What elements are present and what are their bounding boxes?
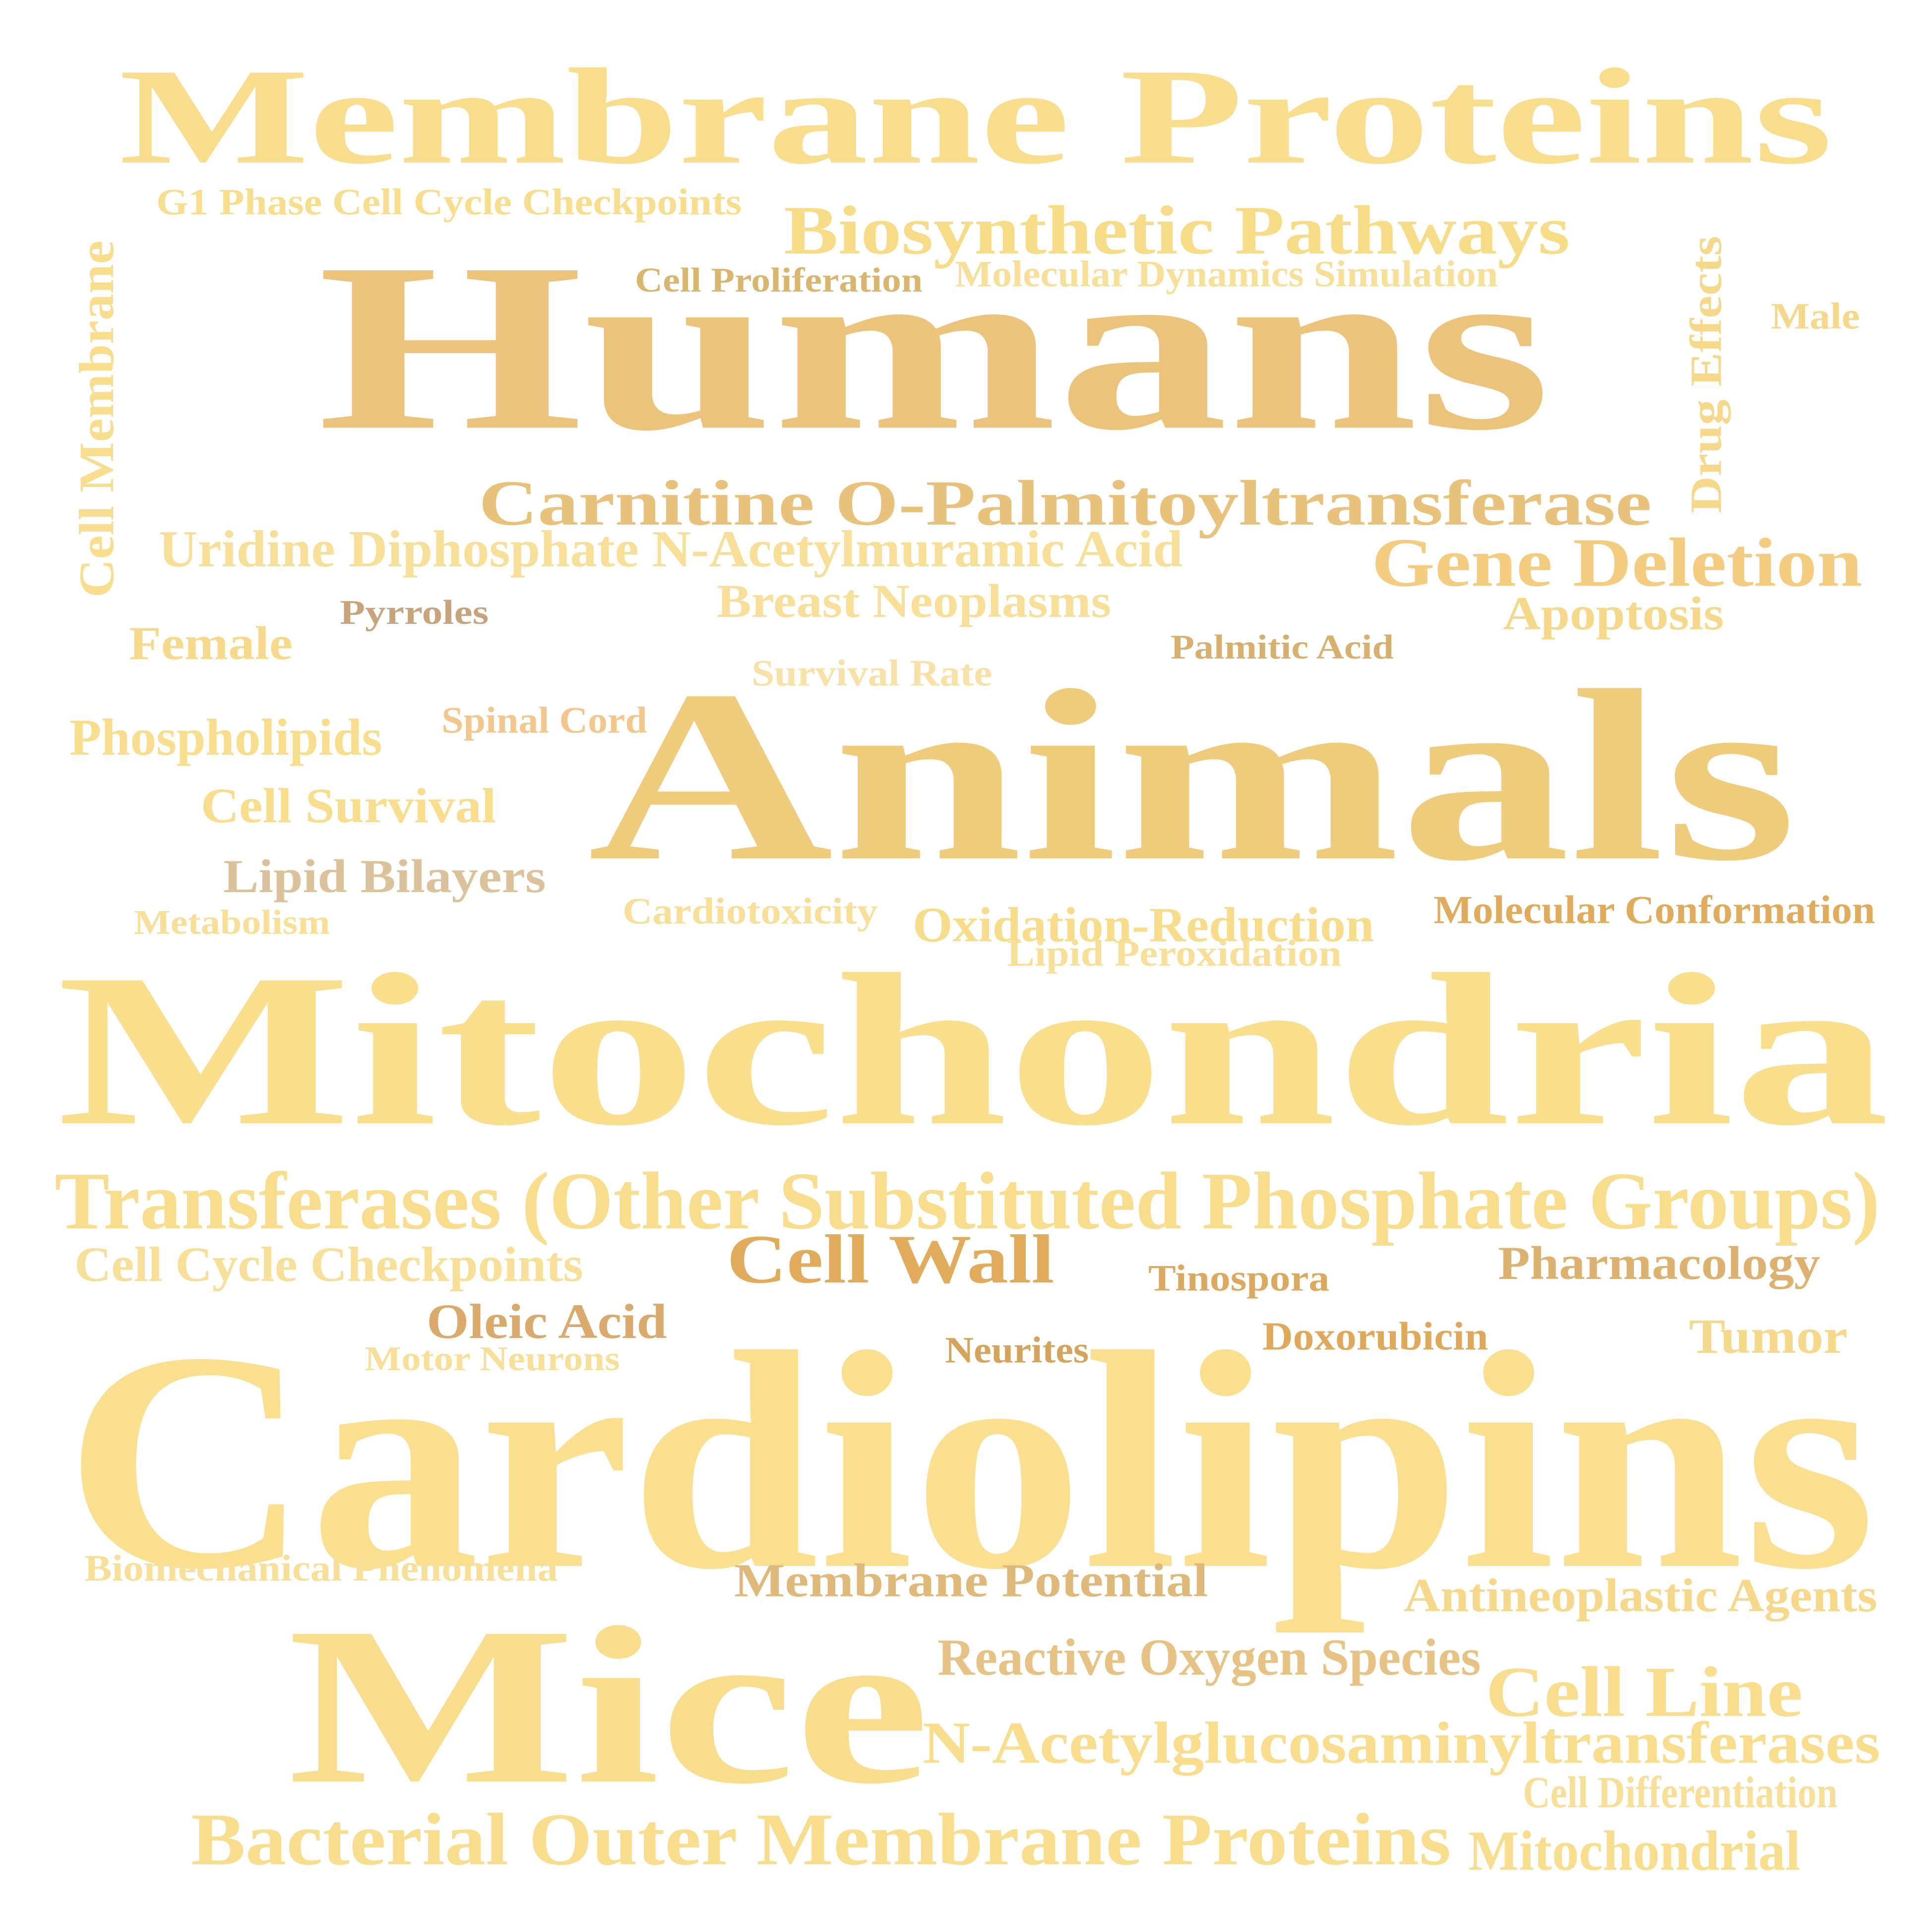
word-female: Female xyxy=(129,617,293,669)
word-pyrroles: Pyrroles xyxy=(340,593,489,632)
word-pharmacology: Pharmacology xyxy=(1498,1237,1820,1289)
word-survival-rate: Survival Rate xyxy=(751,652,993,694)
word-palmitic-acid: Palmitic Acid xyxy=(1171,627,1394,666)
word-oleic-acid: Oleic Acid xyxy=(427,1294,667,1349)
word-gene-deletion: Gene Deletion xyxy=(1371,524,1863,601)
word-membrane-proteins: Membrane Proteins xyxy=(119,40,1832,193)
word-mitochondria: Mitochondria xyxy=(57,929,1890,1171)
word-biomechanical-phenomena: Biomechanical Phenomena xyxy=(84,1547,558,1589)
word-cell-membrane: Cell Membrane xyxy=(69,240,124,598)
word-bacterial-outer-membrane-proteins: Bacterial Outer Membrane Proteins xyxy=(191,1798,1451,1881)
word-apoptosis: Apoptosis xyxy=(1503,587,1724,640)
word-biosynthetic-pathways: Biosynthetic Pathways xyxy=(784,191,1570,269)
word-antineoplastic-agents: Antineoplastic Agents xyxy=(1404,1569,1877,1622)
word-cell-line: Cell Line xyxy=(1486,1652,1803,1732)
word-drug-effects: Drug Effects xyxy=(1681,236,1731,513)
word-cell-proliferation: Cell Proliferation xyxy=(635,260,923,300)
word-cell-survival: Cell Survival xyxy=(201,778,497,833)
word-cardiolipins: Cardiolipins xyxy=(64,1288,1876,1635)
word-motor-neurons: Motor Neurons xyxy=(365,1339,620,1378)
word-membrane-potential: Membrane Potential xyxy=(734,1554,1208,1607)
word-transferases: Transferases (Other Substituted Phosphat… xyxy=(55,1155,1880,1247)
word-neurites: Neurites xyxy=(945,1329,1089,1371)
word-oxidation-reduction: Oxidation-Reduction xyxy=(913,897,1374,952)
word-cell-differentiation: Cell Differentiation xyxy=(1523,1767,1838,1817)
word-lipid-peroxidation: Lipid Peroxidation xyxy=(1007,932,1342,974)
word-n-acetylglucosaminyltransferases: N-Acetylglucosaminyltransferases xyxy=(923,1709,1880,1776)
word-mitochondrial: Mitochondrial xyxy=(1468,1819,1801,1882)
word-cell-cycle-checkpoints: Cell Cycle Checkpoints xyxy=(74,1237,583,1292)
word-reactive-oxygen-species: Reactive Oxygen Species xyxy=(937,1628,1481,1687)
word-humans: Humans xyxy=(317,213,1551,481)
word-phospholipids: Phospholipids xyxy=(69,708,382,767)
word-molecular-conformation: Molecular Conformation xyxy=(1433,888,1875,932)
word-lipid-bilayers: Lipid Bilayers xyxy=(223,850,546,903)
word-doxorubicin: Doxorubicin xyxy=(1262,1314,1489,1358)
word-male: Male xyxy=(1771,295,1860,337)
word-spinal-cord: Spinal Cord xyxy=(441,699,647,741)
word-uridine-diphosphate-n-acetylmuramic-acid: Uridine Diphosphate N-Acetylmuramic Acid xyxy=(159,520,1183,578)
word-tumor: Tumor xyxy=(1689,1309,1848,1364)
word-g1-phase-cell-cycle-checkpoints: G1 Phase Cell Cycle Checkpoints xyxy=(156,181,742,223)
word-animals: Animals xyxy=(588,640,1797,912)
word-molecular-dynamics-simulation: Molecular Dynamics Simulation xyxy=(955,253,1498,295)
word-metabolism: Metabolism xyxy=(134,903,330,942)
word-carnitine-o-palmitoyltransferase: Carnitine O-Palmitoyltransferase xyxy=(479,467,1652,539)
word-cell-wall: Cell Wall xyxy=(727,1220,1055,1298)
word-tinospora: Tinospora xyxy=(1148,1257,1330,1299)
word-mice: Mice xyxy=(288,1580,930,1831)
word-breast-neoplasms: Breast Neoplasms xyxy=(717,575,1112,627)
word-cardiotoxicity: Cardiotoxicity xyxy=(623,890,878,932)
